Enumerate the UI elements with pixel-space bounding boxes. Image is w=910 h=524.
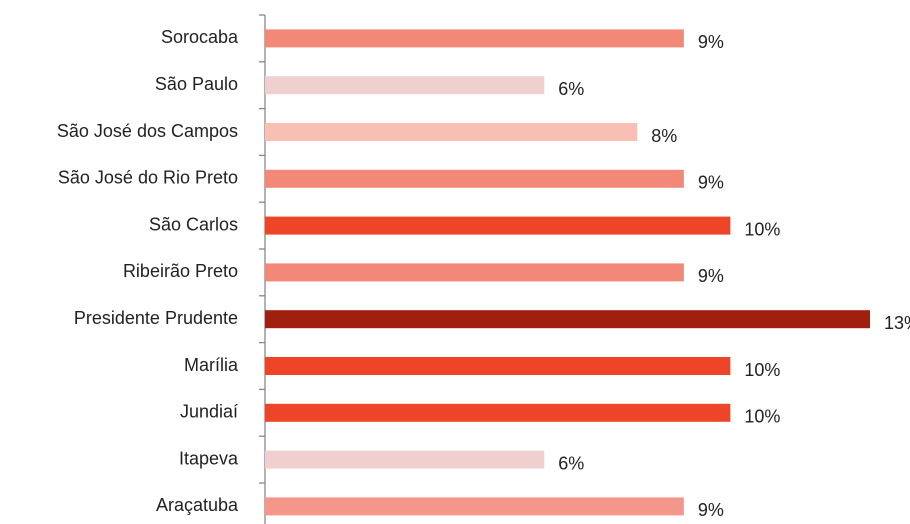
bar <box>265 450 545 469</box>
y-tick-label: Sorocaba <box>161 27 239 47</box>
data-label: 10% <box>744 407 780 427</box>
data-label: 9% <box>698 266 724 286</box>
bar <box>265 29 684 48</box>
y-tick-label: São José dos Campos <box>57 121 238 141</box>
y-tick-label: Presidente Prudente <box>74 308 238 328</box>
data-label: 6% <box>558 79 584 99</box>
y-tick-label: São Paulo <box>155 74 238 94</box>
data-label: 9% <box>698 32 724 52</box>
bar <box>265 357 731 375</box>
bar <box>265 123 638 141</box>
y-tick-label: São José do Rio Preto <box>58 168 238 188</box>
data-label: 9% <box>698 500 724 520</box>
data-label: 9% <box>698 173 724 193</box>
data-label: 10% <box>744 360 780 380</box>
data-label: 13% <box>884 313 910 333</box>
bar <box>265 76 545 95</box>
y-tick-label: Jundiaí <box>180 402 238 422</box>
bar <box>265 497 684 516</box>
y-tick-label: Ribeirão Preto <box>123 261 238 281</box>
bar <box>265 263 684 282</box>
y-tick-label: Araçatuba <box>156 495 239 515</box>
data-label: 6% <box>558 453 584 473</box>
y-tick-label: Marília <box>184 355 239 375</box>
bar <box>265 169 684 188</box>
bar <box>265 310 870 329</box>
bar <box>265 403 731 422</box>
y-tick-label: São Carlos <box>149 214 238 234</box>
bar <box>265 216 731 235</box>
data-label: 8% <box>651 126 677 146</box>
y-tick-label: Itapeva <box>179 448 239 468</box>
data-label: 10% <box>744 219 780 239</box>
